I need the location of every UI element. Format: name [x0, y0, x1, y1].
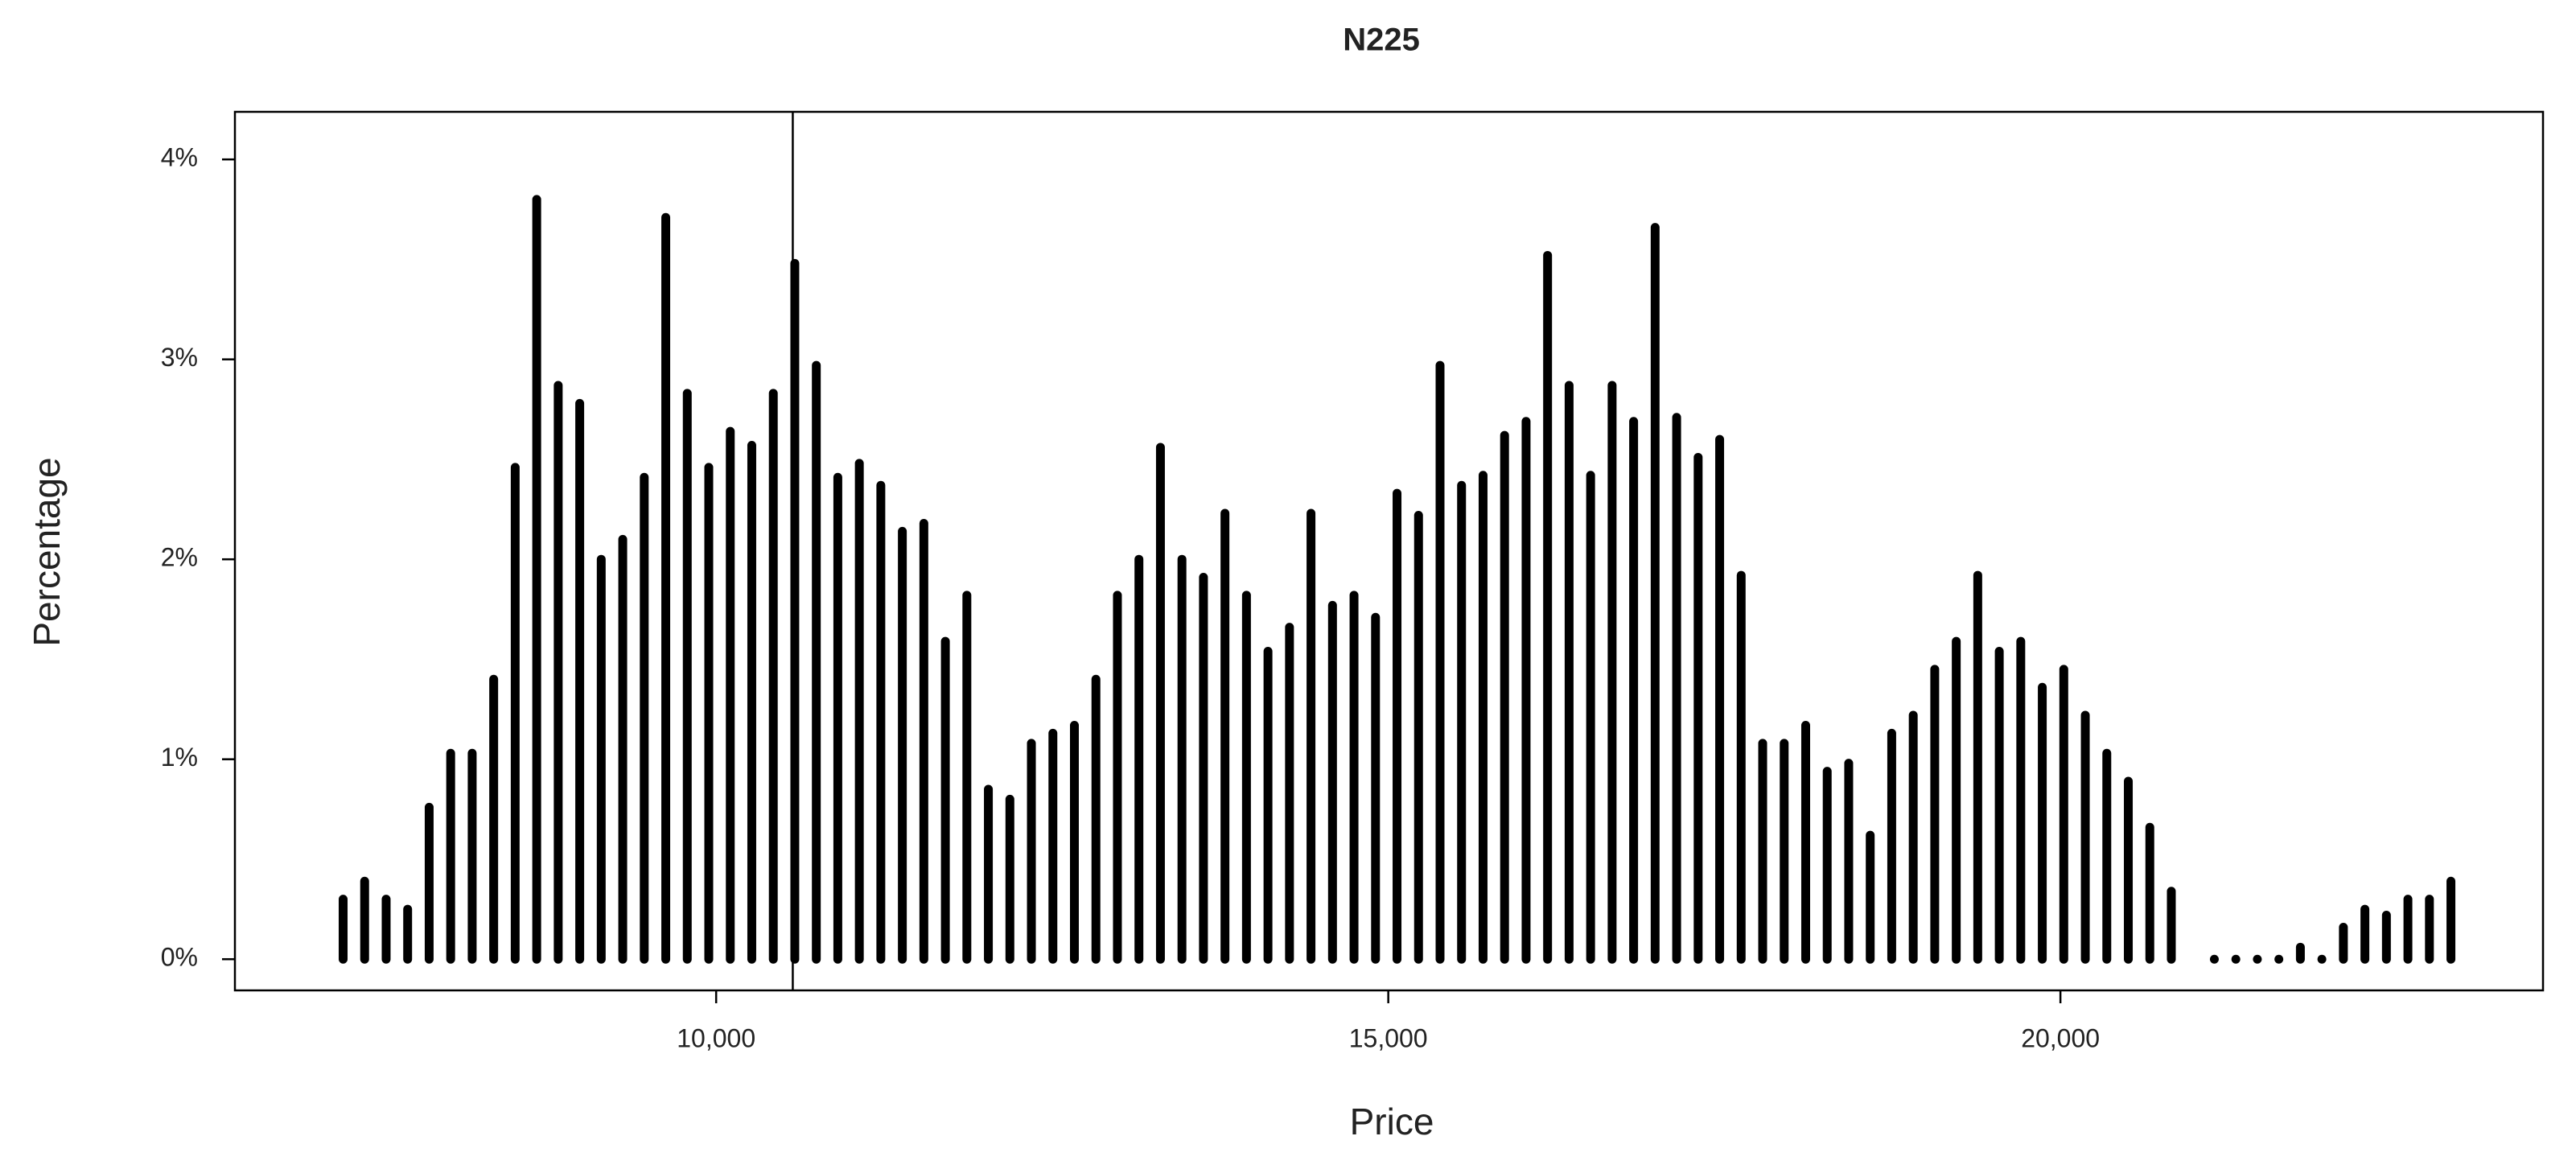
x-tick-label: 10,000 [677, 1023, 755, 1052]
x-axis-label: Price [1350, 1101, 1434, 1142]
y-tick-label: 3% [161, 343, 198, 372]
y-tick-label: 1% [161, 743, 198, 772]
y-tick-label: 4% [161, 143, 198, 172]
y-axis-label: Percentage [26, 457, 68, 646]
chart-title: N225 [1343, 23, 1420, 58]
x-tick-label: 20,000 [2021, 1023, 2100, 1052]
y-tick-label: 2% [161, 543, 198, 572]
y-tick-label: 0% [161, 943, 198, 972]
x-tick-label: 15,000 [1349, 1023, 1428, 1052]
